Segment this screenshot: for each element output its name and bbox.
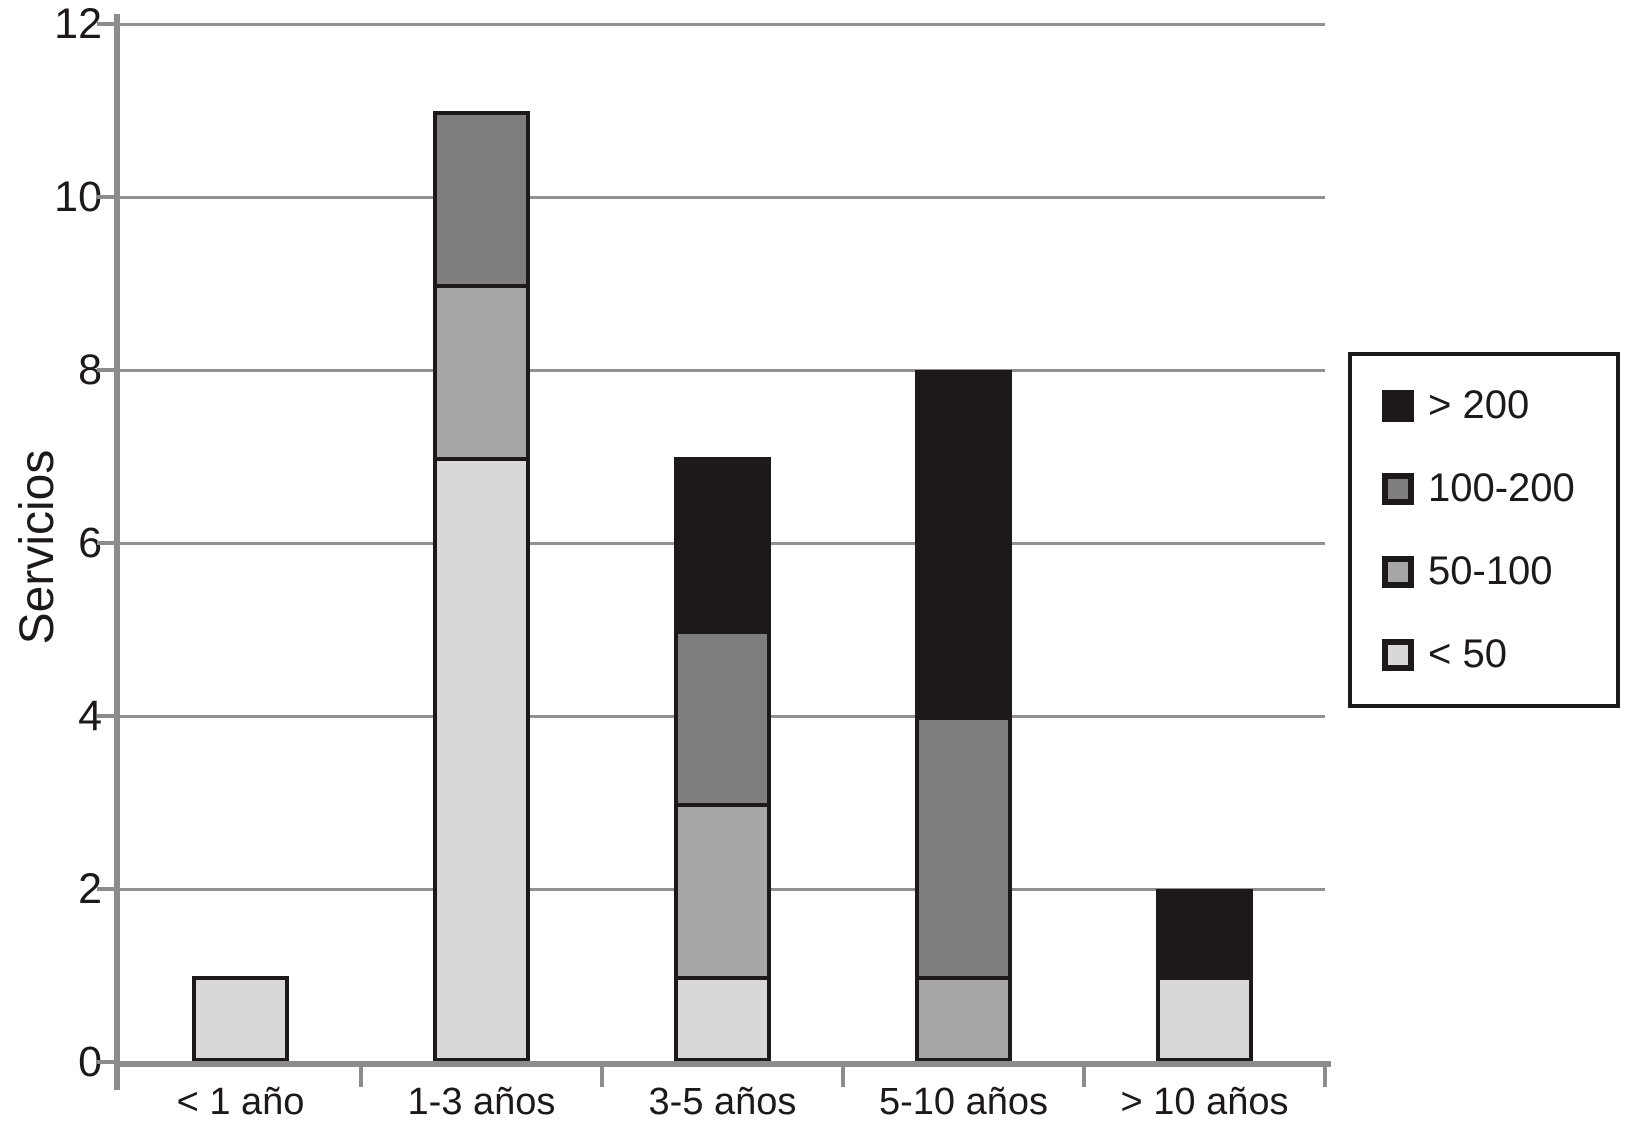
y-tick-mark: [97, 1060, 116, 1064]
y-tick-label: 2: [78, 865, 102, 913]
bar-segment: [1156, 975, 1253, 1062]
y-tick-label: 4: [78, 692, 102, 740]
bar-segment: [192, 975, 289, 1062]
x-tick-mark: [841, 1067, 845, 1087]
legend-label: < 50: [1428, 632, 1507, 676]
y-tick-label: 0: [78, 1038, 102, 1086]
legend-label: 100-200: [1428, 466, 1575, 510]
legend-swatch: [1382, 389, 1414, 422]
legend-item: > 200: [1382, 383, 1616, 428]
y-tick-label: 8: [78, 346, 102, 394]
y-tick-label: 12: [54, 0, 102, 48]
y-axis-line: [114, 14, 120, 1090]
x-tick-mark: [359, 1067, 363, 1087]
legend-label: 50-100: [1428, 549, 1553, 593]
legend-swatch: [1382, 555, 1414, 588]
y-tick-mark: [97, 887, 116, 891]
y-tick-label: 6: [78, 519, 102, 567]
x-tick-mark: [1323, 1067, 1327, 1087]
legend-item: 100-200: [1382, 466, 1616, 511]
bar-segment: [1156, 889, 1253, 980]
x-axis-category-label: < 1 año: [176, 1081, 305, 1123]
y-tick-mark: [97, 714, 116, 718]
legend-label: > 200: [1428, 383, 1530, 427]
x-tick-mark: [1082, 1067, 1086, 1087]
x-axis-category-label: 1-3 años: [407, 1081, 556, 1123]
x-axis-line: [114, 1061, 1331, 1067]
bar-segment: [674, 456, 771, 634]
y-tick-mark: [97, 541, 116, 545]
x-tick-mark: [600, 1067, 604, 1087]
legend-item: < 50: [1382, 632, 1616, 677]
legend-swatch: [1382, 472, 1414, 505]
legend-swatch: [1382, 638, 1414, 671]
x-axis-category-label: 3-5 años: [648, 1081, 797, 1123]
y-tick-label: 10: [54, 173, 102, 221]
y-tick-mark: [97, 195, 116, 199]
gridline: [120, 368, 1325, 372]
bar-segment: [674, 802, 771, 980]
gridline: [120, 195, 1325, 199]
plot-area: [120, 22, 1325, 1062]
gridline: [120, 22, 1325, 26]
legend: > 200 100-200 50-100 < 50: [1348, 352, 1620, 708]
bar-segment: [433, 456, 530, 1062]
bar-segment: [915, 716, 1012, 980]
bar-segment: [674, 629, 771, 807]
bar-segment: [915, 975, 1012, 1062]
y-tick-mark: [97, 22, 116, 26]
bar-segment: [433, 283, 530, 461]
legend-item: 50-100: [1382, 549, 1616, 594]
x-axis-category-label: > 10 años: [1120, 1081, 1289, 1123]
bar-segment: [915, 370, 1012, 720]
y-tick-mark: [97, 368, 116, 372]
bar-segment: [433, 110, 530, 288]
x-axis-category-label: 5-10 años: [878, 1081, 1048, 1123]
bar-segment: [674, 975, 771, 1062]
